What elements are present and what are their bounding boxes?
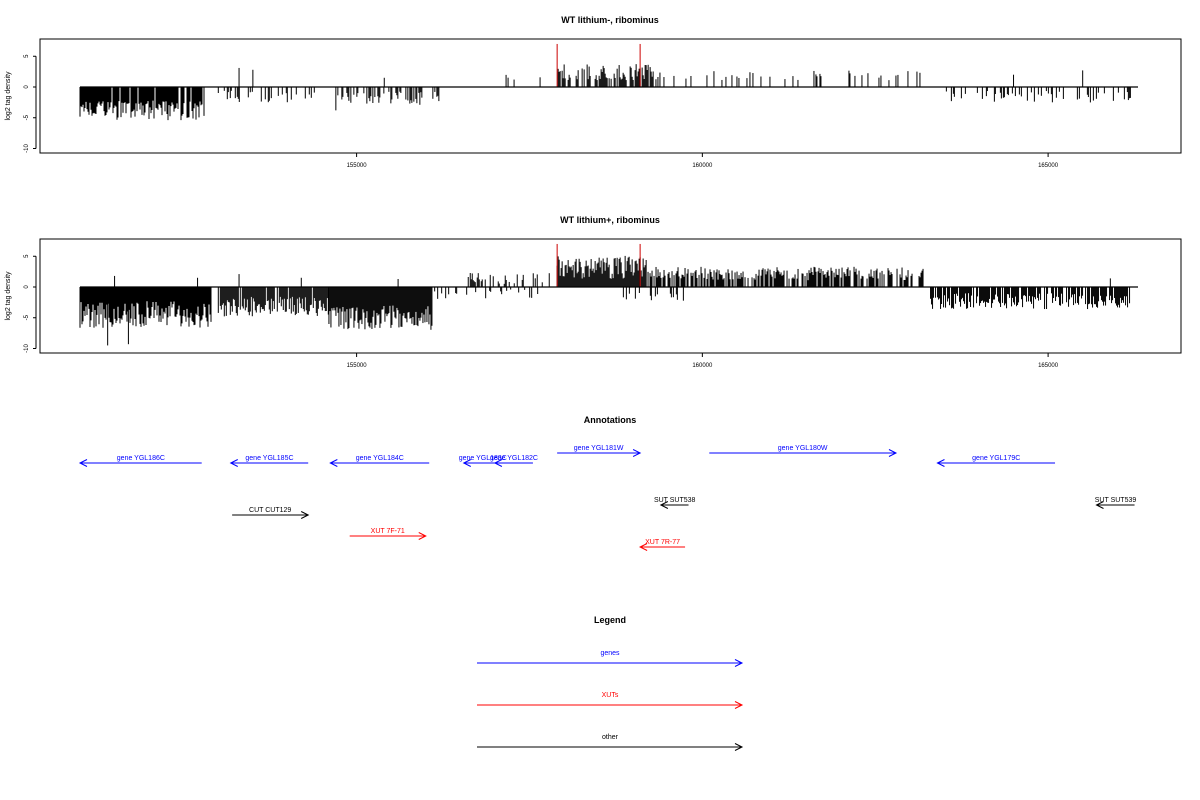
x-tick-label: 155000	[347, 163, 368, 169]
annotation-feature: gene YGL184C	[329, 455, 430, 467]
feature-arrow-arrowhead	[638, 543, 648, 551]
annotation-feature: XUT 7R-77	[638, 539, 686, 551]
feature-arrow-arrowhead	[462, 459, 472, 467]
feature-arrow-arrowhead	[78, 459, 88, 467]
feature-arrow-arrowhead	[493, 459, 503, 467]
y-tick-label: 0	[24, 85, 30, 89]
annotation-feature: SUT SUT538	[654, 497, 696, 509]
annotation-feature: XUT 7F-71	[349, 528, 427, 540]
feature-label: SUT SUT539	[1095, 497, 1137, 504]
feature-label: gene YGL186C	[117, 455, 165, 462]
y-tick-label: -5	[24, 314, 30, 320]
feature-label: XUT 7F-71	[371, 528, 405, 535]
legend-items: genes XUTs other	[477, 650, 744, 751]
plot-frame	[39, 38, 1182, 154]
y-tick-label: 5	[24, 254, 30, 258]
x-axis: 155000 160000 165000	[347, 153, 1059, 169]
legend-arrow-arrowhead	[734, 701, 744, 709]
legend-label: other	[602, 734, 619, 741]
y-axis: -10 -5 0 5	[24, 54, 37, 153]
feature-label: gene YGL185C	[245, 455, 293, 462]
legend-title: Legend	[594, 615, 626, 625]
annotation-feature: gene YGL181W	[557, 445, 642, 457]
y-tick-label: 5	[24, 54, 30, 58]
legend-item: other	[477, 734, 744, 751]
feature-label: gene YGL179C	[972, 455, 1020, 462]
legend-label: genes	[600, 650, 620, 657]
feature-label: CUT CUT129	[249, 507, 291, 514]
plot-panel-lithium-plus: WT lithium+, ribominus log2 tag density …	[5, 215, 1182, 369]
feature-label: gene YGL183C	[459, 455, 507, 462]
annotation-feature: gene YGL182C	[490, 455, 538, 467]
feature-arrow-arrowhead	[229, 459, 238, 467]
feature-label: XUT 7R-77	[645, 539, 680, 546]
feature-arrow-arrowhead	[659, 501, 669, 509]
annotations-panel: Annotations gene YGL186C gene YGL185C gene…	[78, 415, 1137, 551]
annotation-features: gene YGL186C gene YGL185C gene YGL184C gene…	[78, 445, 1137, 551]
annotations-title: Annotations	[584, 415, 637, 425]
y-tick-label: 0	[24, 285, 30, 289]
y-axis-label: log2 tag density	[5, 271, 12, 321]
legend-label: XUTs	[602, 692, 619, 699]
legend-item: XUTs	[477, 692, 744, 709]
x-tick-label: 160000	[692, 363, 713, 369]
annotation-feature: SUT SUT539	[1095, 497, 1137, 509]
feature-arrow-arrowhead	[300, 511, 310, 519]
legend-arrow-arrowhead	[734, 743, 744, 751]
x-tick-label: 155000	[347, 363, 368, 369]
annotation-feature: gene YGL180W	[709, 445, 898, 457]
feature-arrow-arrowhead	[632, 449, 642, 457]
bar-series	[79, 243, 1138, 346]
feature-arrow-arrowhead	[418, 532, 427, 540]
feature-label: gene YGL181W	[574, 445, 624, 452]
x-tick-label: 165000	[1038, 163, 1059, 169]
feature-arrow-arrowhead	[1095, 501, 1104, 509]
feature-label: gene YGL184C	[356, 455, 404, 462]
bar-series	[79, 43, 1138, 121]
legend-panel: Legend genes XUTs other	[477, 615, 744, 751]
plot-frame	[39, 238, 1182, 354]
annotation-feature: gene YGL179C	[936, 455, 1056, 467]
x-axis: 155000 160000 165000	[347, 353, 1059, 369]
y-tick-label: -10	[24, 344, 30, 353]
y-axis-label: log2 tag density	[5, 71, 12, 121]
plot-title: WT lithium-, ribominus	[561, 15, 659, 25]
x-tick-label: 160000	[692, 163, 713, 169]
feature-label: gene YGL182C	[490, 455, 538, 462]
y-axis: -10 -5 0 5	[24, 254, 37, 353]
legend-arrow-arrowhead	[734, 659, 744, 667]
legend-item: genes	[477, 650, 744, 667]
plot-title: WT lithium+, ribominus	[560, 215, 660, 225]
feature-arrow-arrowhead	[936, 459, 945, 467]
feature-label: gene YGL180W	[778, 445, 828, 452]
y-tick-label: -5	[24, 114, 30, 120]
feature-arrow-arrowhead	[888, 449, 898, 457]
x-tick-label: 165000	[1038, 363, 1059, 369]
y-tick-label: -10	[24, 144, 30, 153]
annotation-feature: gene YGL186C	[78, 455, 202, 467]
plot-panel-lithium-minus: WT lithium-, ribominus log2 tag density …	[5, 15, 1182, 169]
annotation-feature: CUT CUT129	[232, 507, 310, 519]
feature-arrow-arrowhead	[329, 459, 338, 467]
feature-label: SUT SUT538	[654, 497, 696, 504]
annotation-feature: gene YGL185C	[229, 455, 309, 467]
